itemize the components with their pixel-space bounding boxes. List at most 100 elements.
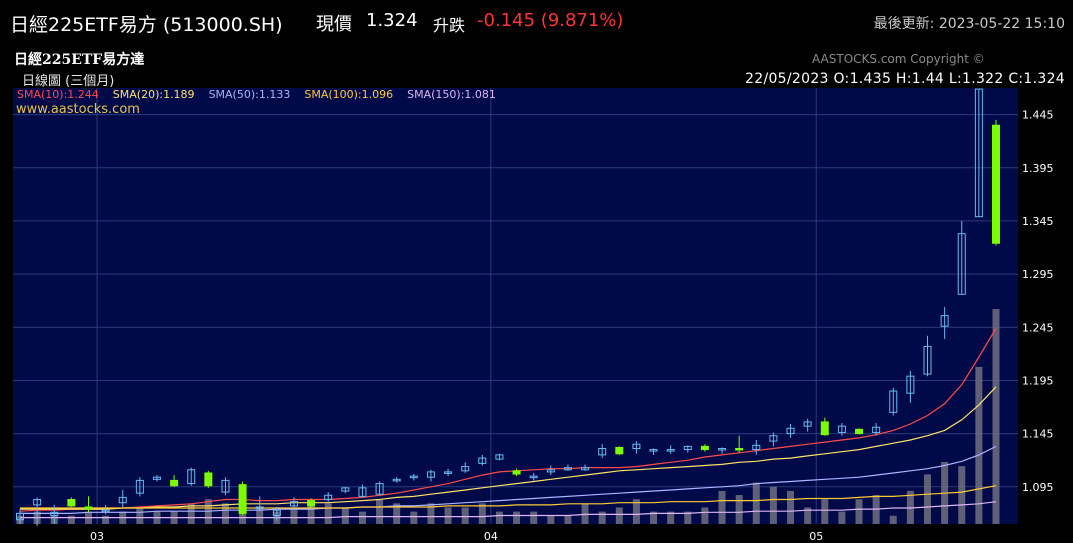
- volume-bar: [701, 507, 709, 524]
- volume-bar: [598, 511, 606, 524]
- volume-bar: [958, 466, 966, 524]
- candle-body: [700, 445, 709, 451]
- y-tick-label: 1.395: [1022, 162, 1054, 175]
- sma-legend-item: SMA(20):1.189: [112, 88, 195, 101]
- volume-bar: [513, 511, 521, 524]
- change-label: 升跌: [433, 16, 466, 35]
- y-tick-label: 1.245: [1022, 321, 1054, 334]
- sma-legend: SMA(10):1.244 SMA(20):1.189 SMA(50):1.133 S…: [17, 88, 510, 101]
- volume-bar: [67, 515, 75, 524]
- candle-body: [974, 88, 983, 218]
- candle-body: [803, 421, 812, 427]
- y-tick-label: 1.095: [1022, 481, 1054, 494]
- quote-header: 日經225ETF易方 (513000.SH) 現價 1.324 升跌 -0.14…: [10, 10, 1065, 38]
- sma-legend-item: SMA(50):1.133: [208, 88, 291, 101]
- volume-bar: [393, 503, 401, 524]
- last-updated: 最後更新: 2023-05-22 15:10: [873, 16, 1065, 32]
- volume-bar: [650, 511, 658, 524]
- volume-bar: [410, 511, 418, 524]
- candle-body: [67, 499, 76, 507]
- volume-bar: [307, 503, 315, 524]
- volume-bar: [718, 490, 726, 524]
- volume-bar: [221, 503, 229, 524]
- candle-body: [221, 479, 230, 493]
- y-tick-label: 1.195: [1022, 374, 1054, 387]
- candle-body: [461, 466, 470, 472]
- instrument-name: 日經225ETF易方 (513000.SH): [10, 14, 283, 36]
- candle-body: [735, 447, 744, 451]
- website-link[interactable]: www.aastocks.com: [16, 102, 140, 117]
- chart-period: 日線圖 (三個月): [22, 74, 115, 89]
- candle-body: [718, 447, 727, 451]
- candle-body: [992, 124, 1000, 244]
- candle-body: [255, 506, 264, 509]
- volume-bar: [444, 507, 452, 524]
- ohlc-readout: 22/05/2023 O:1.435 H:1.44 L:1.322 C:1.32…: [745, 71, 1065, 87]
- volume-bar: [427, 503, 435, 524]
- y-tick-label: 1.445: [1022, 109, 1054, 122]
- sma-line: [20, 501, 997, 519]
- candle-body: [426, 471, 435, 478]
- candle-body: [118, 496, 127, 504]
- candle-body: [478, 457, 487, 464]
- y-tick-label: 1.295: [1022, 268, 1054, 281]
- candle-body: [135, 479, 144, 494]
- volume-bar: [102, 515, 110, 524]
- candle-body: [683, 445, 692, 451]
- volume-bar: [358, 511, 366, 524]
- volume-bar: [838, 511, 846, 524]
- copyright-text: AASTOCKS.com Copyright ©: [812, 52, 985, 66]
- candle-body: [837, 425, 846, 434]
- candle-body: [392, 478, 401, 482]
- candle-body: [598, 447, 607, 456]
- candle-body: [409, 475, 418, 479]
- volume-bar: [924, 474, 932, 524]
- volume-bar: [256, 507, 264, 524]
- candle-body: [358, 487, 367, 497]
- volume-bar: [461, 507, 469, 524]
- volume-bar: [855, 499, 863, 524]
- candle-body: [546, 469, 555, 473]
- candle-body: [529, 475, 538, 479]
- volume-bar: [341, 507, 349, 524]
- x-tick-label: 04: [484, 530, 498, 543]
- volume-bar: [581, 503, 589, 524]
- candle-body: [615, 446, 624, 455]
- candle-body: [906, 375, 915, 394]
- price-label: 現價: [316, 14, 352, 35]
- candle-body: [889, 390, 898, 413]
- candle-body: [307, 500, 316, 507]
- x-tick-label: 03: [90, 530, 104, 543]
- candle-body: [101, 509, 110, 513]
- volume-bar: [632, 499, 640, 524]
- volume-bar: [667, 511, 675, 524]
- volume-bar: [564, 515, 572, 524]
- y-tick-label: 1.145: [1022, 428, 1054, 441]
- volume-bar: [376, 499, 384, 524]
- plot-area[interactable]: [13, 88, 1018, 524]
- volume-bar: [478, 503, 486, 524]
- volume-bar: [804, 507, 812, 524]
- candle-body: [187, 469, 196, 485]
- volume-bar: [187, 503, 195, 524]
- candle-body: [16, 512, 24, 521]
- candle-body: [50, 511, 59, 516]
- candle-body: [238, 484, 247, 514]
- candle-body: [324, 494, 333, 501]
- candle-body: [272, 509, 281, 516]
- volume-bar: [530, 511, 538, 524]
- y-tick-label: 1.345: [1022, 215, 1054, 228]
- candle-body: [444, 471, 453, 474]
- sma-line: [19, 327, 997, 512]
- candle-body: [563, 467, 572, 471]
- current-price: 1.324: [366, 10, 418, 31]
- volume-bar: [889, 515, 897, 524]
- volume-bar: [290, 507, 298, 524]
- candle-body: [289, 501, 298, 507]
- volume-bar: [735, 495, 743, 524]
- candle-body: [769, 435, 778, 442]
- candle-body: [666, 449, 675, 452]
- sma-legend-item: SMA(10):1.244: [17, 88, 99, 101]
- price-change: -0.145 (9.871%): [477, 10, 624, 31]
